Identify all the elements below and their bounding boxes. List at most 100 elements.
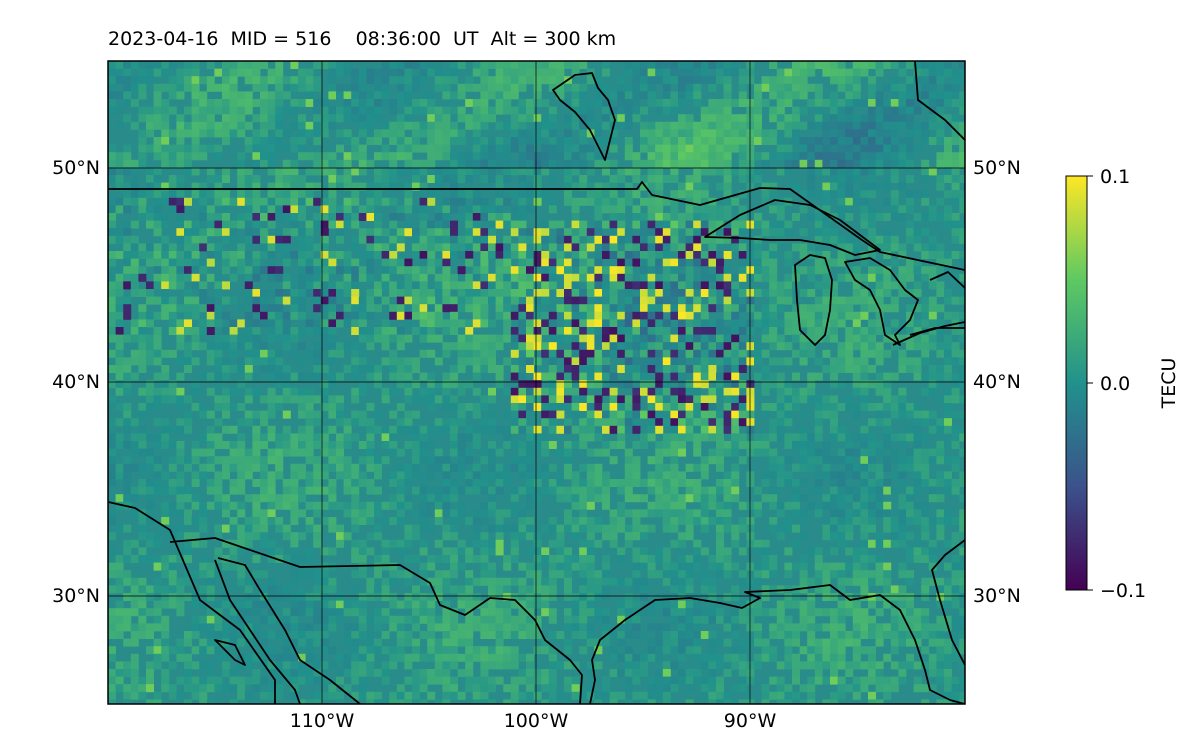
- tec-cell: [480, 403, 488, 411]
- tec-cell: [222, 327, 230, 335]
- tec-cell: [192, 76, 200, 84]
- tec-cell: [450, 312, 458, 320]
- tec-cell: [214, 190, 222, 198]
- tec-cell: [230, 274, 238, 282]
- tec-cell: [526, 426, 534, 434]
- tec-cell: [898, 69, 906, 77]
- tec-cell: [693, 122, 701, 130]
- tec-cell: [359, 114, 367, 122]
- tec-cell: [944, 456, 952, 464]
- tec-cell: [404, 198, 412, 206]
- tec-cell: [298, 312, 306, 320]
- tec-cell: [480, 198, 488, 206]
- tec-cell: [450, 418, 458, 426]
- tec-cell: [169, 509, 177, 517]
- tec-cell: [670, 464, 678, 472]
- tec-cell: [716, 69, 724, 77]
- tec-cell: [404, 312, 412, 320]
- tec-cell: [724, 99, 732, 107]
- tec-cell: [876, 129, 884, 137]
- tec-cell: [420, 509, 428, 517]
- tec-cell: [313, 373, 321, 381]
- tec-cell: [260, 471, 268, 479]
- tec-cell: [746, 114, 754, 122]
- tec-cell: [594, 327, 602, 335]
- tec-cell: [511, 395, 519, 403]
- tec-cell: [541, 274, 549, 282]
- tec-cell: [313, 525, 321, 533]
- tec-cell: [556, 304, 564, 312]
- tec-cell: [214, 99, 222, 107]
- tec-cell: [268, 145, 276, 153]
- tec-cell: [876, 464, 884, 472]
- tec-cell: [936, 76, 944, 84]
- tec-cell: [914, 266, 922, 274]
- tec-cell: [275, 145, 283, 153]
- tec-cell: [397, 69, 405, 77]
- tec-cell: [807, 274, 815, 282]
- tec-cell: [382, 91, 390, 99]
- tec-cell: [184, 76, 192, 84]
- tec-cell: [610, 221, 618, 229]
- tec-cell: [655, 167, 663, 175]
- tec-cell: [906, 198, 914, 206]
- tec-cell: [716, 350, 724, 358]
- tec-cell: [359, 107, 367, 115]
- tec-cell: [275, 433, 283, 441]
- tec-cell: [435, 259, 443, 267]
- tec-cell: [602, 426, 610, 434]
- tec-cell: [632, 304, 640, 312]
- tec-cell: [252, 213, 260, 221]
- tec-cell: [906, 342, 914, 350]
- tec-cell: [678, 213, 686, 221]
- tec-cell: [374, 76, 382, 84]
- tec-cell: [541, 114, 549, 122]
- tec-cell: [298, 357, 306, 365]
- tec-cell: [290, 395, 298, 403]
- tec-cell: [549, 327, 557, 335]
- tec-cell: [496, 213, 504, 221]
- tec-cell: [708, 395, 716, 403]
- tec-cell: [587, 395, 595, 403]
- tec-cell: [693, 61, 701, 69]
- tec-cell: [435, 205, 443, 213]
- tec-cell: [146, 69, 154, 77]
- tec-cell: [283, 289, 291, 297]
- tec-cell: [207, 312, 215, 320]
- tec-cell: [131, 198, 139, 206]
- tec-cell: [465, 319, 473, 327]
- tec-cell: [344, 167, 352, 175]
- tec-cell: [936, 525, 944, 533]
- tec-cell: [138, 213, 146, 221]
- tec-cell: [921, 456, 929, 464]
- tec-cell: [731, 395, 739, 403]
- tec-cell: [564, 517, 572, 525]
- tec-cell: [564, 160, 572, 168]
- tec-cell: [488, 175, 496, 183]
- tec-cell: [822, 167, 830, 175]
- tec-cell: [602, 327, 610, 335]
- tec-cell: [739, 259, 747, 267]
- tec-cell: [412, 167, 420, 175]
- tec-cell: [929, 319, 937, 327]
- tec-cell: [617, 198, 625, 206]
- tec-cell: [670, 213, 678, 221]
- tec-cell: [503, 198, 511, 206]
- tec-cell: [268, 449, 276, 457]
- tec-cell: [404, 99, 412, 107]
- tec-cell: [678, 357, 686, 365]
- tec-cell: [914, 228, 922, 236]
- tec-cell: [724, 122, 732, 130]
- tec-cell: [328, 373, 336, 381]
- tec-cell: [891, 259, 899, 267]
- tec-cell: [678, 395, 686, 403]
- tec-cell: [222, 494, 230, 502]
- tec-cell: [336, 236, 344, 244]
- tec-cell: [921, 449, 929, 457]
- tec-cell: [602, 312, 610, 320]
- tec-cell: [496, 84, 504, 92]
- tec-cell: [891, 525, 899, 533]
- tec-cell: [465, 327, 473, 335]
- tec-cell: [541, 152, 549, 160]
- tec-cell: [838, 509, 846, 517]
